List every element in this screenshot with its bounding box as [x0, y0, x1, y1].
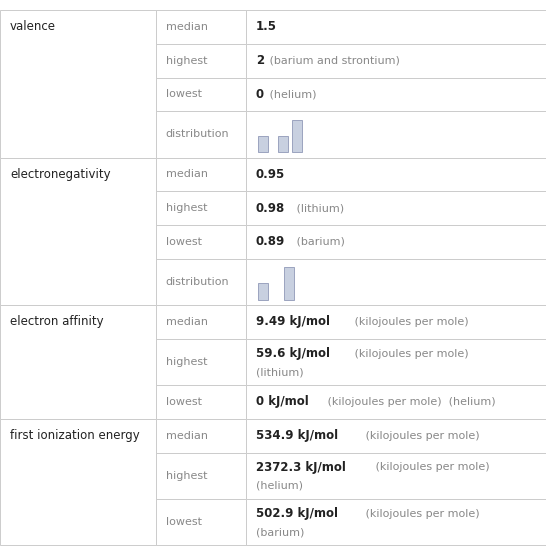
Bar — [246, 225, 546, 259]
Text: (kilojoules per mole): (kilojoules per mole) — [351, 317, 469, 327]
Bar — [156, 419, 246, 453]
Bar — [156, 499, 246, 545]
Text: lowest: lowest — [165, 397, 201, 407]
Bar — [0, 305, 156, 419]
Bar — [156, 339, 246, 385]
Bar — [258, 283, 268, 300]
Bar — [246, 385, 546, 419]
Bar — [278, 136, 288, 152]
Bar — [156, 78, 246, 111]
Bar — [292, 120, 302, 152]
Text: (barium and strontium): (barium and strontium) — [266, 56, 400, 65]
Text: electronegativity: electronegativity — [10, 168, 111, 181]
Text: 0.89: 0.89 — [256, 235, 285, 249]
Bar — [156, 10, 246, 44]
Bar — [246, 499, 546, 545]
Text: median: median — [165, 431, 207, 441]
Text: 59.6 kJ/mol: 59.6 kJ/mol — [256, 347, 330, 360]
Text: (kilojoules per mole)  (helium): (kilojoules per mole) (helium) — [324, 397, 495, 407]
Bar — [246, 419, 546, 453]
Bar — [246, 305, 546, 339]
Bar — [246, 339, 546, 385]
Text: (lithium): (lithium) — [293, 203, 345, 213]
Text: (lithium): (lithium) — [256, 367, 304, 377]
Text: 9.49 kJ/mol: 9.49 kJ/mol — [256, 316, 330, 328]
Bar — [156, 259, 246, 305]
Bar — [246, 78, 546, 111]
Text: first ionization energy: first ionization energy — [10, 429, 140, 442]
Bar — [156, 305, 246, 339]
Text: 1.5: 1.5 — [256, 20, 277, 34]
Bar — [0, 157, 156, 305]
Text: (barium): (barium) — [256, 527, 304, 537]
Bar — [156, 111, 246, 157]
Text: 0: 0 — [256, 88, 264, 101]
Bar — [246, 453, 546, 499]
Bar — [156, 44, 246, 78]
Text: 0 kJ/mol: 0 kJ/mol — [256, 395, 308, 409]
Text: highest: highest — [165, 357, 207, 367]
Text: (kilojoules per mole): (kilojoules per mole) — [372, 463, 489, 472]
Text: (barium): (barium) — [293, 237, 345, 247]
Bar — [246, 157, 546, 191]
Text: (helium): (helium) — [256, 481, 302, 491]
Bar — [156, 157, 246, 191]
Bar — [246, 44, 546, 78]
Bar — [156, 191, 246, 225]
Bar — [156, 225, 246, 259]
Text: (kilojoules per mole): (kilojoules per mole) — [361, 431, 479, 441]
Text: distribution: distribution — [165, 277, 229, 287]
Bar — [246, 10, 546, 44]
Bar — [156, 385, 246, 419]
Text: median: median — [165, 317, 207, 327]
Text: lowest: lowest — [165, 237, 201, 247]
Bar — [284, 267, 294, 300]
Bar — [246, 191, 546, 225]
Text: median: median — [165, 169, 207, 179]
Text: distribution: distribution — [165, 129, 229, 139]
Text: (kilojoules per mole): (kilojoules per mole) — [351, 349, 469, 359]
Bar — [0, 10, 156, 157]
Bar — [246, 259, 546, 305]
Text: 502.9 kJ/mol: 502.9 kJ/mol — [256, 507, 337, 520]
Text: median: median — [165, 22, 207, 32]
Bar — [258, 136, 268, 152]
Text: 0.95: 0.95 — [256, 168, 285, 181]
Text: highest: highest — [165, 471, 207, 481]
Text: electron affinity: electron affinity — [10, 316, 104, 328]
Text: lowest: lowest — [165, 90, 201, 100]
Text: highest: highest — [165, 203, 207, 213]
Text: (helium): (helium) — [266, 90, 317, 100]
Text: 534.9 kJ/mol: 534.9 kJ/mol — [256, 429, 338, 442]
Text: (kilojoules per mole): (kilojoules per mole) — [361, 509, 479, 519]
Text: 2: 2 — [256, 54, 264, 67]
Text: 0.98: 0.98 — [256, 202, 285, 214]
Text: valence: valence — [10, 20, 56, 34]
Bar — [246, 111, 546, 157]
Bar — [156, 453, 246, 499]
Text: highest: highest — [165, 56, 207, 65]
Bar — [0, 419, 156, 545]
Text: lowest: lowest — [165, 517, 201, 527]
Text: 2372.3 kJ/mol: 2372.3 kJ/mol — [256, 461, 346, 474]
